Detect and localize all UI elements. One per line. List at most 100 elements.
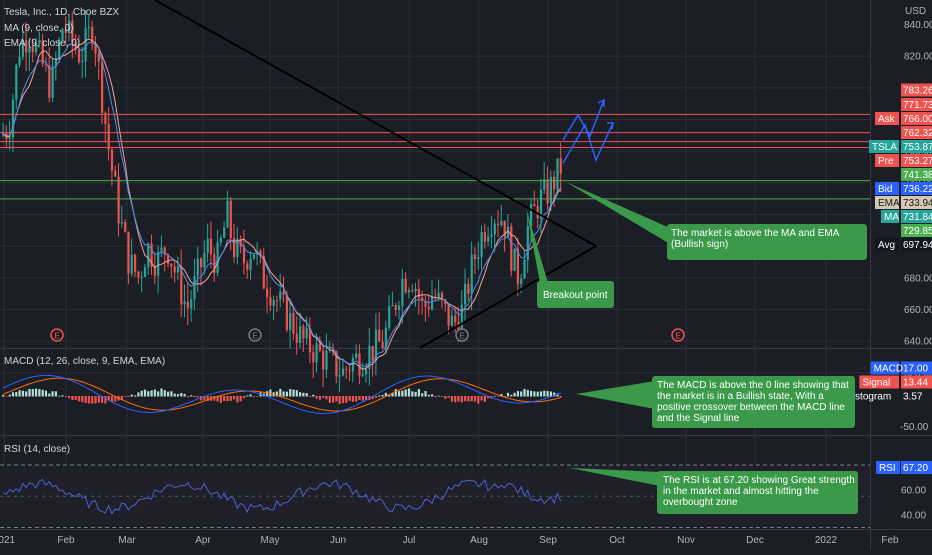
- annotation-breakout[interactable]: Breakout point: [526, 208, 614, 308]
- candle[interactable]: [391, 305, 394, 307]
- candle[interactable]: [229, 200, 232, 238]
- candle[interactable]: [173, 266, 176, 273]
- candle[interactable]: [134, 254, 137, 272]
- candle[interactable]: [269, 297, 272, 306]
- candle[interactable]: [358, 353, 361, 376]
- candle[interactable]: [299, 326, 302, 344]
- candle[interactable]: [285, 294, 288, 330]
- candle[interactable]: [153, 266, 156, 276]
- time-axis-label[interactable]: 2021: [0, 535, 16, 546]
- candle[interactable]: [414, 288, 417, 292]
- candle[interactable]: [38, 40, 41, 44]
- candle[interactable]: [480, 231, 483, 258]
- candle[interactable]: [279, 291, 282, 301]
- candle[interactable]: [97, 53, 100, 62]
- candle[interactable]: [130, 254, 133, 274]
- candle[interactable]: [233, 237, 236, 258]
- candle[interactable]: [312, 352, 315, 363]
- candle[interactable]: [206, 238, 209, 253]
- candle[interactable]: [289, 312, 292, 330]
- candle[interactable]: [117, 176, 120, 224]
- candle[interactable]: [351, 357, 354, 372]
- candle[interactable]: [421, 297, 424, 301]
- rsi-title[interactable]: RSI (14, close): [4, 444, 70, 455]
- candle[interactable]: [25, 40, 28, 53]
- time-axis-label[interactable]: Feb: [881, 535, 899, 546]
- candle[interactable]: [77, 49, 81, 63]
- candle[interactable]: [431, 296, 434, 309]
- candle[interactable]: [48, 64, 51, 98]
- candle[interactable]: [470, 254, 473, 294]
- candle[interactable]: [170, 263, 173, 267]
- candle[interactable]: [81, 60, 84, 63]
- candle[interactable]: [539, 189, 543, 219]
- candle[interactable]: [341, 368, 345, 376]
- candle[interactable]: [127, 231, 130, 274]
- candle[interactable]: [437, 292, 440, 298]
- candle[interactable]: [157, 251, 160, 276]
- candle[interactable]: [338, 375, 341, 377]
- time-axis-label[interactable]: Jun: [330, 535, 346, 546]
- candle[interactable]: [193, 276, 196, 300]
- candle[interactable]: [368, 346, 371, 369]
- candle[interactable]: [120, 222, 123, 224]
- macd-title[interactable]: MACD (12, 26, close, 9, EMA, EMA): [4, 356, 165, 367]
- candle[interactable]: [84, 27, 87, 61]
- candle[interactable]: [272, 300, 275, 306]
- candle[interactable]: [322, 350, 325, 370]
- candle[interactable]: [454, 315, 457, 323]
- time-axis-label[interactable]: Apr: [195, 535, 211, 546]
- candle[interactable]: [381, 341, 384, 349]
- candle[interactable]: [477, 257, 480, 259]
- candle[interactable]: [64, 29, 67, 33]
- candle[interactable]: [54, 58, 57, 67]
- candle[interactable]: [180, 266, 183, 305]
- candle[interactable]: [444, 299, 447, 305]
- symbol-title[interactable]: Tesla, Inc., 1D, Cboe BZX: [4, 7, 119, 18]
- annotation-rsi[interactable]: The RSI is at 67.20 showing Great streng…: [570, 468, 858, 514]
- candle[interactable]: [487, 236, 490, 242]
- candle[interactable]: [295, 333, 298, 344]
- candle[interactable]: [440, 292, 444, 300]
- candle[interactable]: [533, 204, 536, 207]
- candle[interactable]: [371, 346, 374, 361]
- candle[interactable]: [546, 179, 549, 204]
- candle[interactable]: [374, 329, 378, 361]
- candle[interactable]: [361, 374, 364, 376]
- candle[interactable]: [516, 248, 519, 285]
- candle[interactable]: [246, 263, 249, 270]
- candle[interactable]: [186, 301, 189, 309]
- candle[interactable]: [305, 327, 308, 339]
- earnings-icon[interactable]: [50, 328, 64, 342]
- candle[interactable]: [150, 243, 153, 267]
- candle[interactable]: [328, 349, 331, 351]
- candle[interactable]: [223, 227, 226, 238]
- candle[interactable]: [308, 327, 312, 353]
- time-axis-label[interactable]: Oct: [609, 535, 625, 546]
- candle[interactable]: [242, 246, 246, 264]
- candle[interactable]: [200, 258, 203, 268]
- candle[interactable]: [556, 158, 559, 190]
- candle[interactable]: [282, 291, 285, 295]
- candle[interactable]: [490, 234, 493, 237]
- candle[interactable]: [404, 278, 407, 293]
- candle[interactable]: [167, 254, 170, 264]
- candle[interactable]: [345, 368, 348, 371]
- earnings-icon[interactable]: [455, 328, 469, 342]
- candle[interactable]: [407, 290, 411, 293]
- candle[interactable]: [61, 29, 64, 40]
- earnings-icon[interactable]: [248, 328, 262, 342]
- candle[interactable]: [91, 26, 94, 44]
- candle[interactable]: [536, 206, 539, 219]
- candle[interactable]: [15, 64, 18, 100]
- candle[interactable]: [493, 223, 496, 235]
- candle[interactable]: [236, 238, 239, 258]
- candle[interactable]: [543, 179, 546, 190]
- time-axis-label[interactable]: Feb: [57, 535, 75, 546]
- candle[interactable]: [107, 123, 110, 150]
- candle[interactable]: [219, 237, 222, 243]
- earnings-icon[interactable]: [671, 328, 685, 342]
- candle[interactable]: [114, 170, 117, 177]
- candle[interactable]: [196, 258, 199, 277]
